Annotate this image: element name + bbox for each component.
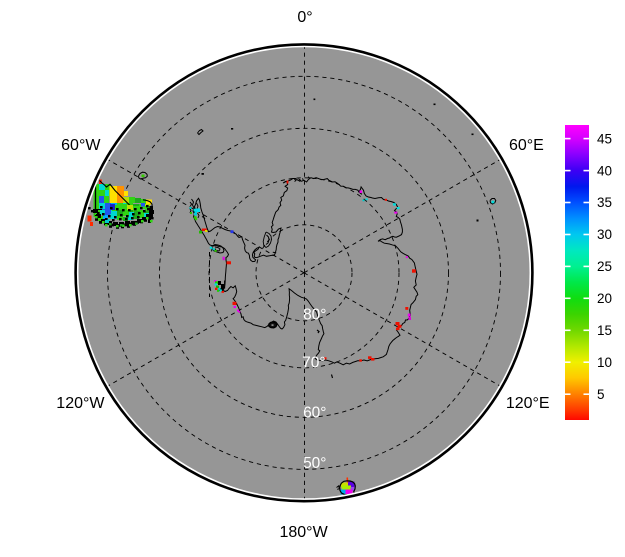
svg-text:10: 10 [597,355,612,370]
svg-text:0°: 0° [297,9,312,26]
svg-text:35: 35 [597,195,612,210]
svg-text:70°: 70° [302,355,325,372]
svg-text:60°: 60° [303,405,326,422]
svg-text:20: 20 [597,291,612,306]
svg-text:25: 25 [597,259,612,274]
svg-text:5: 5 [597,387,605,402]
svg-text:30: 30 [597,227,612,242]
svg-text:60°E: 60°E [509,137,544,154]
svg-text:120°E: 120°E [506,395,550,412]
svg-text:45: 45 [597,131,612,146]
svg-text:120°W: 120°W [56,395,105,412]
svg-text:80°: 80° [303,306,326,323]
svg-text:50°: 50° [303,455,326,472]
svg-text:180°W: 180°W [279,524,328,541]
svg-text:40: 40 [597,163,612,178]
svg-text:15: 15 [597,323,612,338]
svg-text:60°W: 60°W [61,137,101,154]
